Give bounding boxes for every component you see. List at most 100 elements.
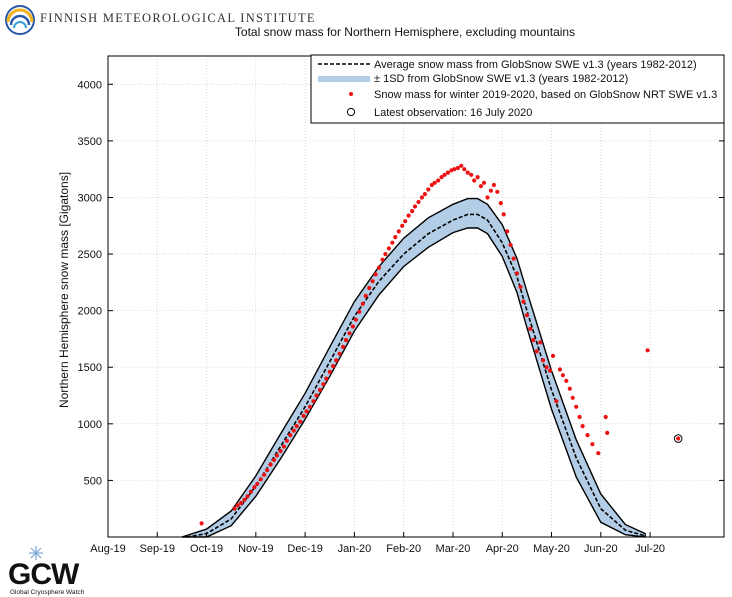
x-tick-label: Oct-19 <box>190 543 223 555</box>
observation-dot <box>528 326 533 331</box>
observation-dot <box>393 235 398 240</box>
observation-dot <box>567 386 572 391</box>
observation-dot <box>605 430 610 435</box>
observation-dot <box>554 399 559 404</box>
observation-dot <box>521 299 526 304</box>
x-tick-label: Aug-19 <box>90 543 125 555</box>
observation-dot <box>412 204 418 209</box>
observation-dot <box>531 338 536 343</box>
observation-dot <box>304 409 309 414</box>
observation-dot <box>272 457 277 463</box>
x-tick-label: Mar-20 <box>436 543 471 555</box>
observation-dot <box>475 175 480 180</box>
observation-dot <box>367 285 372 291</box>
observation-dot <box>574 404 579 409</box>
observation-dot <box>452 167 457 172</box>
observation-dot <box>465 170 470 175</box>
observation-dot <box>396 229 401 234</box>
observation-dot <box>314 393 319 398</box>
fmi-logo-icon <box>5 5 35 35</box>
observation-dot <box>294 424 299 429</box>
observation-dot <box>645 348 650 353</box>
observation-dot <box>376 265 382 270</box>
observation-dot <box>265 468 270 473</box>
x-tick-label: Jun-20 <box>584 543 618 555</box>
observation-dot <box>284 438 289 443</box>
observation-dot <box>403 219 408 224</box>
x-tick-label: Nov-19 <box>238 543 273 555</box>
observation-dot <box>410 209 415 214</box>
observation-dot <box>603 414 608 420</box>
observation-dot <box>350 324 355 329</box>
observation-dot <box>511 256 516 261</box>
observation-dot <box>334 358 339 363</box>
observation-dot <box>462 167 467 172</box>
observation-dot <box>469 172 474 177</box>
observation-dot <box>422 192 427 197</box>
observation-dot <box>262 472 267 477</box>
observation-dot <box>564 378 569 383</box>
observation-dot <box>337 351 342 356</box>
observation-dot <box>445 170 451 175</box>
observation-dot <box>288 433 293 438</box>
observation-dot <box>596 451 601 456</box>
observation-dot <box>442 172 447 177</box>
axis-layer: Aug-19 Sep-19 Oct-19 Nov-19 Dec-19 Jan-20 Feb-… <box>78 55 725 555</box>
x-tick-label: Dec-19 <box>287 543 322 555</box>
observation-dot <box>242 497 247 502</box>
observation-dot <box>416 199 421 205</box>
legend-sd-swatch <box>318 76 370 82</box>
observation-dot <box>252 485 257 490</box>
observation-dot <box>232 506 237 511</box>
observation-dot <box>459 163 464 168</box>
observation-dot <box>278 448 283 454</box>
legend-box <box>310 54 725 124</box>
observation-dot <box>419 195 424 200</box>
observation-dot <box>550 353 556 358</box>
observation-dot <box>386 246 391 251</box>
legend-observation-label: Snow mass for winter 2019-2020, based on… <box>374 89 717 101</box>
y-tick-label: 2500 <box>78 249 102 261</box>
observation-dot <box>380 257 385 262</box>
observation-dot <box>357 309 362 314</box>
observation-dot <box>524 313 530 318</box>
observation-dot <box>481 180 487 185</box>
observation-dot <box>255 481 260 486</box>
sd-band-layer <box>181 197 646 538</box>
legend-latest-label: Latest observation: 16 July 2020 <box>374 107 532 119</box>
observation-dot <box>239 500 244 506</box>
observation-dot <box>498 201 503 206</box>
observation-dot <box>274 453 280 458</box>
observation-dot <box>360 301 365 306</box>
observation-dot <box>400 223 405 228</box>
observation-dot <box>347 331 352 336</box>
observation-dot <box>426 187 431 192</box>
observation-dot <box>353 317 358 322</box>
y-tick-label: 3500 <box>78 136 102 148</box>
observation-dot <box>321 382 326 387</box>
sd-band <box>181 197 646 538</box>
observation-dot <box>258 477 263 482</box>
observation-dot <box>534 349 539 354</box>
y-tick-label: 4000 <box>78 79 102 91</box>
observation-dot <box>390 240 395 245</box>
observation-dot <box>538 340 543 345</box>
legend: Average snow mass from GlobSnow SWE v1.3… <box>310 54 725 124</box>
observation-dot <box>590 442 595 447</box>
y-tick-label: 500 <box>84 475 102 487</box>
observation-dot <box>291 428 296 433</box>
observation-dot <box>518 284 523 289</box>
observation-dot <box>307 404 313 409</box>
observation-dot <box>341 344 346 349</box>
y-tick-label: 2000 <box>78 306 102 318</box>
observation-dot <box>311 399 316 404</box>
observation-dot <box>436 178 441 183</box>
observation-dot <box>547 368 553 373</box>
legend-sd-label: ± 1SD from GlobSnow SWE v1.3 (years 1982… <box>374 73 628 85</box>
observation-dot <box>432 180 437 185</box>
x-tick-label: Apr-20 <box>486 543 519 555</box>
observation-dot <box>472 178 477 183</box>
observation-dot <box>577 414 582 420</box>
observation-dot <box>235 503 240 508</box>
